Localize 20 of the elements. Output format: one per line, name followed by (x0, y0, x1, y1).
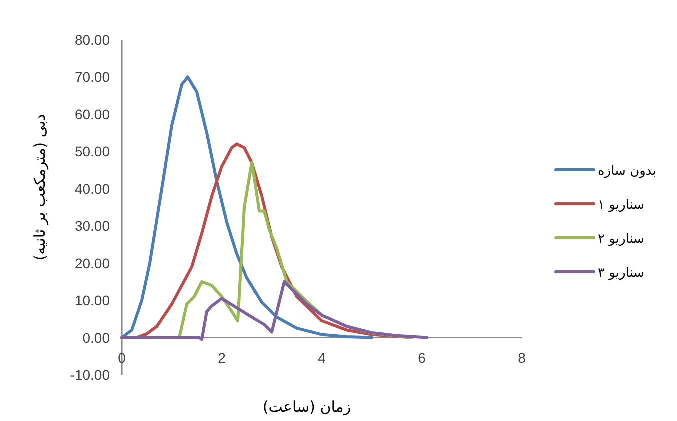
y-tick-label: 60.00 (74, 106, 110, 122)
legend-label: سناریو ۳ (598, 266, 645, 281)
legend-label: سناریو ۱ (598, 198, 645, 213)
y-tick-label: 40.00 (74, 180, 110, 197)
y-tick-label: 20.00 (74, 255, 110, 272)
y-tick-label: 80.00 (74, 32, 110, 48)
y-tick-label: 50.00 (74, 144, 110, 160)
x-tick-label: 6 (418, 350, 426, 366)
legend-label: سناریو ۲ (598, 232, 645, 247)
x-tick-label: 4 (318, 350, 326, 366)
y-tick-label: 0.00 (82, 330, 110, 346)
y-axis-title: دبی (مترمکعب بر ثانیه) (31, 114, 49, 261)
x-tick-label: 8 (518, 350, 526, 366)
x-axis-title: زمان (ساعت) (262, 398, 352, 416)
y-tick-label: 70.00 (74, 69, 110, 86)
y-tick-label: 30.00 (74, 218, 110, 234)
legend-label: بدون سازه (598, 164, 656, 179)
x-tick-label: 2 (218, 350, 226, 366)
y-tick-label: -10.00 (70, 367, 110, 383)
y-tick-label: 10.00 (74, 292, 110, 309)
